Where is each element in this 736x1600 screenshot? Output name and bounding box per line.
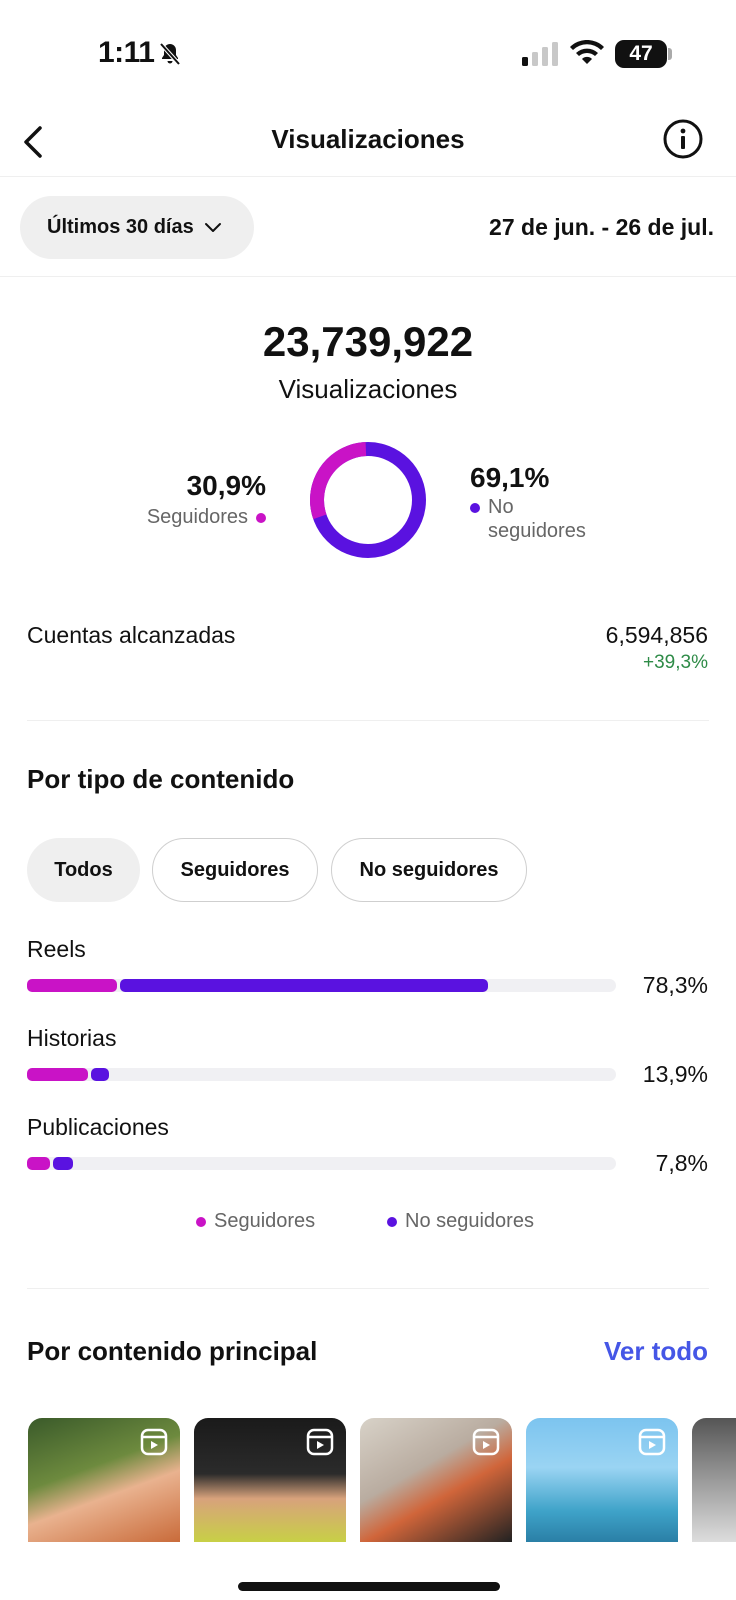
top-content-thumbnail[interactable]: [194, 1418, 346, 1542]
non-followers-dot: [470, 503, 480, 513]
filter-chip-followers[interactable]: Seguidores: [152, 838, 318, 902]
non-followers-legend: No seguidores: [470, 495, 598, 543]
reels-icon: [638, 1428, 666, 1456]
top-content-title: Por contenido principal: [27, 1336, 318, 1366]
date-range-text: 27 de jun. - 26 de jul.: [489, 214, 714, 240]
status-time: 1:11: [98, 36, 155, 69]
content-type-label: Historias: [27, 1025, 117, 1051]
cellular-signal-icon: [522, 42, 558, 66]
page-title: Visualizaciones: [271, 124, 465, 154]
legend-non-followers-dot: [387, 1216, 397, 1227]
reels-icon: [140, 1428, 168, 1456]
top-content-thumbnail[interactable]: [28, 1418, 180, 1542]
range-divider: [0, 276, 736, 277]
home-indicator[interactable]: [238, 1582, 500, 1591]
legend-non-followers: No seguidores: [387, 1210, 534, 1233]
total-views-label: Visualizaciones: [278, 374, 458, 404]
content-type-percentage: 7,8%: [655, 1150, 708, 1176]
info-icon[interactable]: [662, 118, 704, 160]
followers-donut-chart: [310, 441, 426, 558]
reels-icon: [472, 1428, 500, 1456]
followers-dot: [256, 512, 266, 523]
bar-followers-segment: [27, 1157, 50, 1170]
bar-followers-segment: [27, 979, 118, 992]
accounts-reached-label: Cuentas alcanzadas: [27, 622, 236, 648]
header-divider: [0, 176, 736, 177]
bar-followers-segment: [27, 1068, 88, 1081]
content-type-title: Por tipo de contenido: [27, 764, 295, 794]
see-all-link[interactable]: Ver todo: [603, 1336, 708, 1366]
section-divider: [27, 1288, 709, 1289]
total-views: 23,739,922: [262, 318, 474, 365]
battery-nub: [668, 48, 672, 60]
battery-icon: 47: [615, 40, 667, 68]
content-type-bar: [27, 1157, 616, 1170]
date-range-selector[interactable]: Últimos 30 días: [20, 196, 254, 259]
accounts-reached-value: 6,594,856: [605, 622, 708, 648]
top-content-thumbnail[interactable]: [526, 1418, 678, 1542]
followers-legend: Seguidores: [147, 506, 266, 529]
bar-non-followers-segment: [90, 1068, 109, 1081]
reels-icon: [306, 1428, 334, 1456]
legend-followers-label: Seguidores: [214, 1210, 316, 1232]
top-content-thumbnail[interactable]: [360, 1418, 512, 1542]
wifi-icon: [570, 40, 604, 64]
content-type-label: Publicaciones: [27, 1114, 169, 1140]
content-type-percentage: 13,9%: [642, 1061, 708, 1087]
date-range-selector-label: Últimos 30 días: [47, 216, 194, 238]
bar-non-followers-segment: [52, 1157, 73, 1170]
battery-level: 47: [629, 42, 653, 65]
legend-followers-dot: [196, 1216, 206, 1227]
legend-non-followers-label: No seguidores: [405, 1210, 534, 1232]
content-type-bar: [27, 979, 616, 992]
non-followers-percentage: 69,1%: [470, 462, 550, 493]
content-type-label: Reels: [27, 936, 86, 962]
legend-followers: Seguidores: [196, 1210, 315, 1233]
non-followers-label: No seguidores: [488, 496, 586, 542]
content-type-percentage: 78,3%: [642, 972, 708, 998]
accounts-reached-change: +39,3%: [643, 652, 708, 673]
top-content-thumbnail[interactable]: [692, 1418, 736, 1542]
followers-label: Seguidores: [146, 506, 248, 528]
filter-chip-all[interactable]: Todos: [27, 838, 140, 902]
reach-divider: [27, 720, 709, 721]
followers-percentage: 30,9%: [186, 470, 266, 501]
bell-muted-icon: [159, 42, 181, 66]
chevron-down-icon: [204, 222, 221, 232]
content-type-bar: [27, 1068, 616, 1081]
back-arrow-icon[interactable]: [20, 122, 48, 162]
bar-non-followers-segment: [120, 979, 489, 992]
filter-chip-non-followers[interactable]: No seguidores: [331, 838, 527, 902]
